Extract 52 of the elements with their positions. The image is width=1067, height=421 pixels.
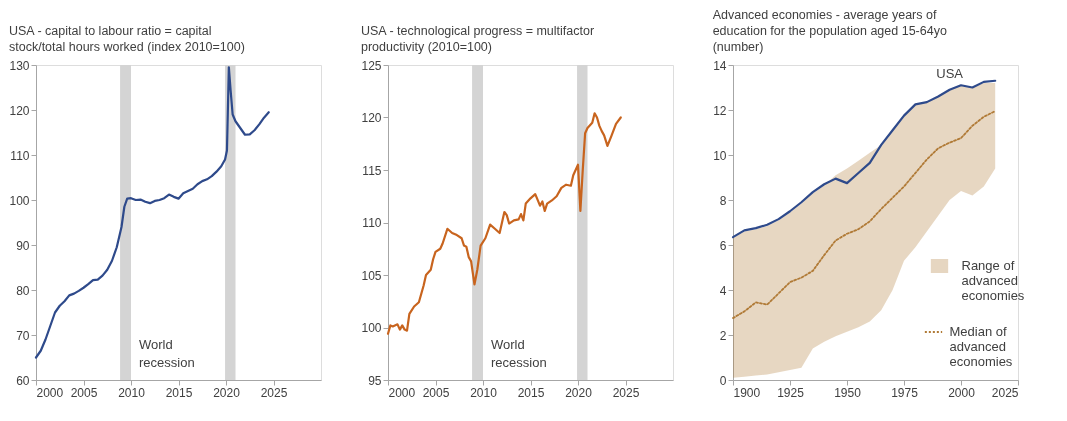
y-tick-label: 125 — [361, 58, 382, 73]
x-tick-label: 2000 — [948, 385, 976, 400]
x-tick-label: 2010 — [118, 385, 146, 400]
x-tick-label: 2020 — [213, 385, 241, 400]
y-tick-label: 95 — [368, 373, 382, 388]
x-tick-label: 2005 — [70, 385, 98, 400]
y-tick-label: 2 — [719, 328, 727, 343]
y-tick-label: 4 — [719, 283, 727, 298]
y-tick-label: 14 — [713, 58, 727, 73]
band-label: World recession — [491, 337, 547, 370]
y-tick-label: 6 — [719, 238, 727, 253]
x-tick-label: 2000 — [36, 385, 64, 400]
y-tick-label: 105 — [361, 268, 382, 283]
x-tick-label: 2015 — [517, 385, 545, 400]
x-tick-label: 2010 — [470, 385, 498, 400]
x-tick-label: 2015 — [165, 385, 193, 400]
series-label: USA — [936, 65, 964, 81]
chart-title: Advanced economies - average years of education for the population aged 15-64yo (number) — [712, 7, 947, 54]
y-tick-label: 60 — [16, 373, 30, 388]
y-tick-label: 130 — [9, 58, 30, 73]
y-tick-label: 0 — [719, 373, 727, 388]
x-tick-label: 1950 — [834, 385, 862, 400]
y-tick-label: 70 — [16, 328, 30, 343]
y-tick-label: 8 — [719, 193, 727, 208]
x-tick-label: 1900 — [733, 385, 761, 400]
y-tick-label: 100 — [9, 193, 30, 208]
x-tick-label: 2005 — [422, 385, 450, 400]
chart-title: USA - capital to labour ratio = capital stock/total hours worked (index 2010=100) — [8, 23, 245, 54]
legend-label: Median of advanced economies — [949, 324, 1013, 369]
y-tick-label: 120 — [361, 111, 382, 125]
x-tick-label: 2000 — [388, 385, 416, 400]
y-tick-label: 100 — [361, 321, 382, 335]
x-tick-label: 2025 — [991, 385, 1019, 400]
band-label: World recession — [139, 337, 195, 370]
y-tick-label: 12 — [713, 103, 727, 118]
y-tick-label: 115 — [362, 163, 382, 178]
x-tick-label: 2020 — [565, 385, 593, 400]
x-tick-label: 2025 — [612, 385, 640, 400]
x-tick-label: 1975 — [891, 385, 919, 400]
line-series — [731, 79, 997, 239]
y-tick-label: 10 — [713, 148, 727, 163]
y-tick-label: 80 — [16, 283, 30, 298]
y-tick-label: 120 — [9, 103, 30, 118]
x-tick-label: 2025 — [260, 385, 288, 400]
y-tick-label: 90 — [16, 238, 30, 253]
y-tick-label: 110 — [362, 216, 382, 230]
line-series — [386, 112, 622, 335]
annotation: Range of advanced economies — [961, 258, 1025, 303]
x-tick-label: 1925 — [777, 385, 805, 400]
line-series — [34, 66, 270, 359]
y-tick-label: 110 — [10, 148, 30, 163]
chart-title: USA - technological progress = multifactor productivity (2010=100) — [360, 23, 595, 54]
